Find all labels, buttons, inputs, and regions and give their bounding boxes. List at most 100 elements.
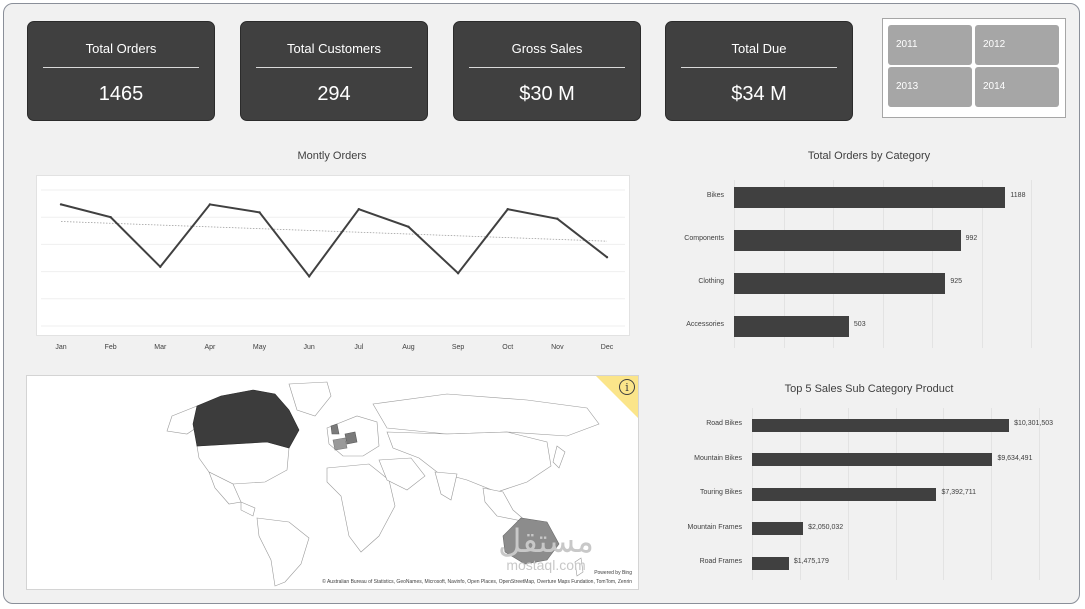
map-powered-by: Powered by Bing	[594, 570, 632, 576]
watermark-arabic: مستقل	[498, 522, 594, 560]
watermark-latin: mostaql.com	[506, 557, 586, 573]
data-point-oct	[506, 208, 509, 211]
orders-by-category-title: Total Orders by Category	[807, 150, 931, 162]
year-button-2012[interactable]: 2012	[975, 25, 1059, 65]
x-tick-label-jan: Jan	[55, 344, 67, 351]
kpi-card-gross-sales: Gross Sales $30 M	[453, 21, 641, 121]
x-tick-label-aug: Aug	[402, 344, 415, 351]
subcategory-data-label: $1,475,179	[793, 558, 829, 565]
kpi-divider	[469, 67, 625, 68]
category-bar[interactable]	[734, 186, 1006, 208]
top5-subcategory-title: Top 5 Sales Sub Category Product	[784, 383, 954, 395]
data-point-dec	[605, 256, 609, 259]
subcategory-data-label: $10,301,503	[1014, 420, 1054, 427]
kpi-value: $34 M	[731, 83, 787, 105]
category-bar[interactable]	[734, 229, 961, 251]
kpi-card-total-customers: Total Customers 294	[240, 21, 428, 121]
category-category-label: Accessories	[686, 321, 724, 328]
x-tick-label-may: May	[252, 344, 267, 351]
subcategory-data-label: $7,392,711	[941, 489, 976, 496]
data-point-jan	[59, 203, 63, 206]
subcategory-category-label: Road Frames	[699, 558, 742, 565]
x-tick-label-apr: Apr	[204, 344, 216, 351]
subcategory-bar[interactable]	[752, 453, 993, 466]
subcategory-bar[interactable]	[752, 418, 1010, 432]
data-point-jun	[307, 275, 311, 278]
data-point-apr	[208, 203, 212, 206]
map-asia	[386, 431, 552, 493]
monthly-orders-chart	[36, 175, 630, 336]
dashboard: Total Orders 1465 Total Customers 294 Gr…	[3, 3, 1080, 604]
data-point-sep	[456, 272, 460, 275]
map-central-america	[240, 501, 256, 517]
kpi-label: Total Orders	[85, 41, 157, 56]
gridline	[1031, 180, 1032, 348]
data-point-may	[258, 211, 261, 214]
gridline	[882, 180, 884, 348]
x-tick-label-dec: Dec	[600, 344, 614, 351]
subcategory-data-label: $2,050,032	[808, 523, 844, 531]
monthly-orders-svg	[41, 189, 625, 327]
subcategory-category-label: Road Bikes	[706, 420, 742, 427]
data-point-mar	[159, 265, 162, 268]
monthly-orders-title: Montly Orders	[297, 150, 367, 162]
kpi-divider	[256, 67, 412, 68]
data-point-feb	[109, 216, 112, 219]
map-france	[332, 437, 348, 451]
trendline	[60, 221, 608, 242]
gridline	[943, 408, 945, 580]
category-category-label: Components	[684, 235, 724, 242]
subcategory-bar[interactable]	[752, 556, 789, 570]
gridline	[783, 180, 785, 348]
data-point-nov	[556, 217, 559, 220]
category-category-label: Clothing	[698, 278, 724, 285]
subcategory-category-label: Mountain Bikes	[694, 454, 742, 462]
subcategory-bar[interactable]	[752, 487, 937, 501]
map-japan	[552, 445, 566, 469]
map-south-america	[256, 517, 310, 587]
x-tick-label-jul: Jul	[354, 344, 364, 351]
kpi-value: 1465	[98, 83, 144, 105]
sales-map[interactable]: i Powered by Bing © Australian Bureau of…	[26, 375, 639, 590]
kpi-card-total-orders: Total Orders 1465	[27, 21, 215, 121]
kpi-card-total-due: Total Due $34 M	[665, 21, 853, 121]
subcategory-bar[interactable]	[752, 522, 804, 535]
x-tick-label-feb: Feb	[104, 344, 117, 351]
map-new-zealand	[574, 557, 584, 577]
gridline	[734, 180, 735, 348]
map-africa	[326, 463, 396, 553]
category-bar[interactable]	[734, 272, 946, 294]
category-bar[interactable]	[734, 315, 849, 337]
map-india	[434, 471, 458, 501]
category-data-label: 503	[853, 321, 866, 328]
kpi-divider	[43, 67, 199, 68]
map-southeast-asia	[482, 487, 529, 523]
category-data-label: 925	[950, 278, 962, 285]
gridline	[981, 180, 983, 348]
kpi-label: Total Customers	[287, 41, 381, 56]
map-germany	[344, 431, 358, 445]
subcategory-category-label: Mountain Frames	[687, 523, 742, 531]
subcategory-data-label: $9,634,491	[997, 454, 1033, 462]
kpi-label: Total Due	[731, 41, 787, 56]
category-data-label: 1188	[1010, 192, 1026, 199]
year-button-2014[interactable]: 2014	[975, 67, 1059, 107]
kpi-divider	[681, 67, 837, 68]
watermark: مستقل mostaql.com	[476, 524, 616, 572]
data-point-aug	[407, 225, 410, 228]
map-greenland	[288, 381, 332, 417]
kpi-value: 294	[317, 83, 351, 105]
year-button-2011[interactable]: 2011	[888, 25, 972, 65]
x-tick-label-mar: Mar	[154, 344, 167, 351]
year-button-2013[interactable]: 2013	[888, 67, 972, 107]
category-data-label: 992	[965, 235, 978, 242]
x-tick-label-oct: Oct	[502, 344, 514, 351]
info-icon[interactable]: i	[619, 379, 635, 395]
map-russia	[372, 393, 600, 437]
map-attribution: © Australian Bureau of Statistics, GeoNa…	[322, 579, 632, 585]
map-australia	[502, 517, 560, 565]
map-uk	[330, 423, 340, 435]
map-canada	[192, 389, 300, 449]
x-tick-label-jun: Jun	[303, 344, 315, 351]
kpi-value: $30 M	[519, 83, 575, 105]
